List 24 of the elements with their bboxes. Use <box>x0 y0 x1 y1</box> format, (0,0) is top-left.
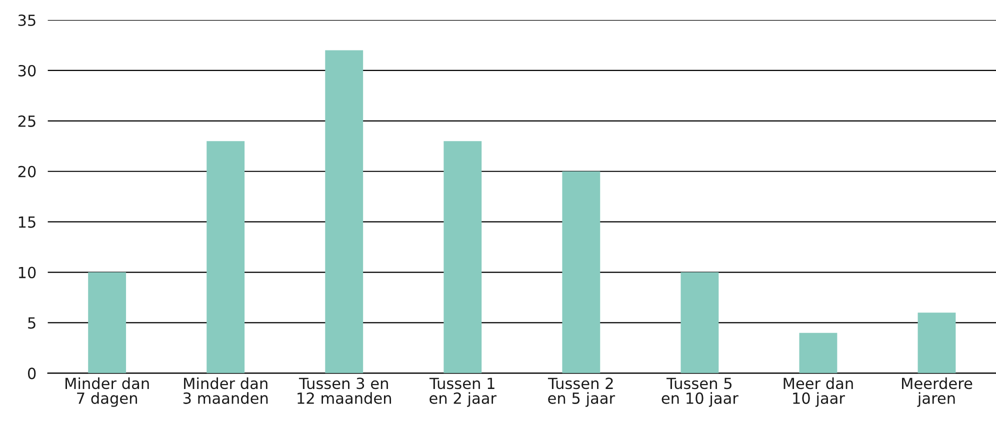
bar <box>562 171 600 374</box>
y-tick-label: 5 <box>28 317 36 329</box>
bar <box>88 272 126 374</box>
y-tick-label: 10 <box>18 266 36 278</box>
x-tick-label: Tussen 1 en 2 jaar <box>429 378 497 407</box>
x-tick-label: Meer dan 10 jaar <box>784 377 853 407</box>
y-tick-label: 20 <box>18 166 36 178</box>
x-tick-label: Tussen 5 en 10 jaar <box>662 378 738 407</box>
bar <box>444 141 482 374</box>
x-tick-label: Tussen 2 en 5 jaar <box>548 378 616 407</box>
bar <box>325 50 364 374</box>
x-tick-label: Minder dan 3 maanden <box>183 377 268 404</box>
bar <box>799 332 838 374</box>
bar <box>680 272 719 374</box>
y-tick-label: 25 <box>18 115 36 127</box>
y-tick-label: 15 <box>18 216 36 228</box>
y-tick-label: 0 <box>28 368 36 380</box>
x-tick-label: Tussen 3 en 12 maanden <box>298 378 392 404</box>
y-tick-label: 30 <box>18 64 36 76</box>
bar <box>918 312 956 374</box>
y-tick-label: 35 <box>18 14 36 26</box>
bar <box>206 141 245 374</box>
x-tick-label: Minder dan 7 dagen <box>66 377 149 407</box>
x-tick-label: Meerdere jaren <box>902 377 972 407</box>
